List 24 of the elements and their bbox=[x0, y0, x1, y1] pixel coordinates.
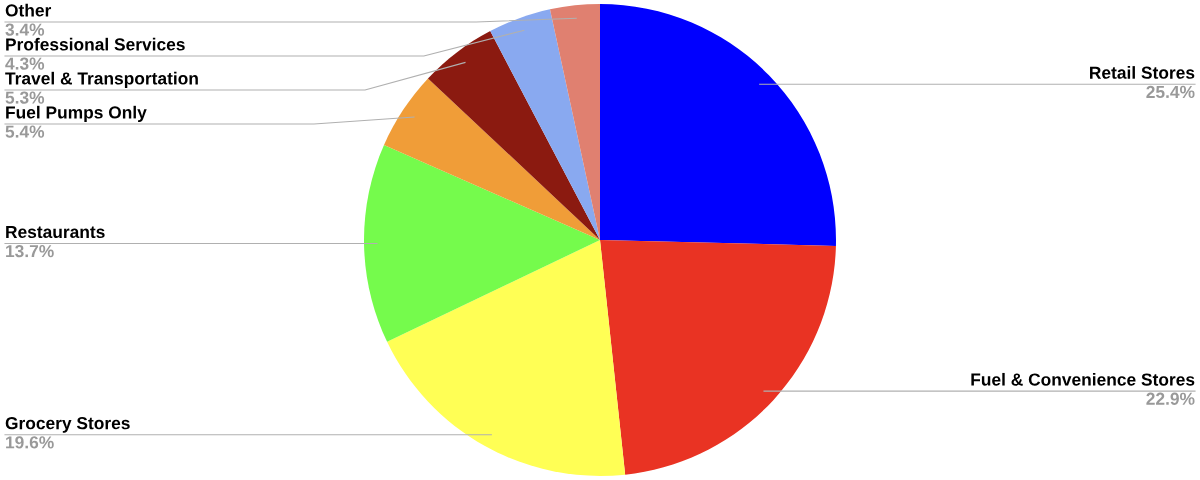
data-label: 19.6% bbox=[6, 436, 54, 449]
slice-label: Other bbox=[5, 3, 52, 17]
slice-label: Retail Stores bbox=[1090, 66, 1195, 79]
pie-slice bbox=[364, 144, 600, 342]
slice-label: Travel & Transportation bbox=[5, 71, 198, 88]
pie-slice bbox=[427, 31, 600, 240]
data-label: 25.4% bbox=[1146, 85, 1195, 99]
data-label: 13.7% bbox=[6, 244, 54, 258]
slice-label: Professional Services bbox=[6, 37, 185, 51]
data-label: 3.4% bbox=[5, 23, 45, 36]
data-label: 5.3% bbox=[5, 91, 45, 104]
data-label: 5.4% bbox=[5, 125, 45, 138]
pie-slice bbox=[490, 9, 600, 240]
pie-slice bbox=[384, 78, 600, 240]
pie-slice bbox=[387, 240, 626, 476]
pie-slice bbox=[600, 240, 836, 475]
slice-label: Fuel Pumps Only bbox=[6, 105, 147, 122]
slice-label: Restaurants bbox=[6, 225, 105, 239]
data-label: 4.3% bbox=[5, 57, 45, 70]
slice-label: Fuel & Convenience Stores bbox=[971, 372, 1195, 386]
slice-label: Grocery Stores bbox=[5, 417, 130, 433]
pie-slice bbox=[549, 4, 600, 240]
pie-slice bbox=[600, 4, 836, 246]
data-label: 22.9% bbox=[1146, 392, 1195, 405]
